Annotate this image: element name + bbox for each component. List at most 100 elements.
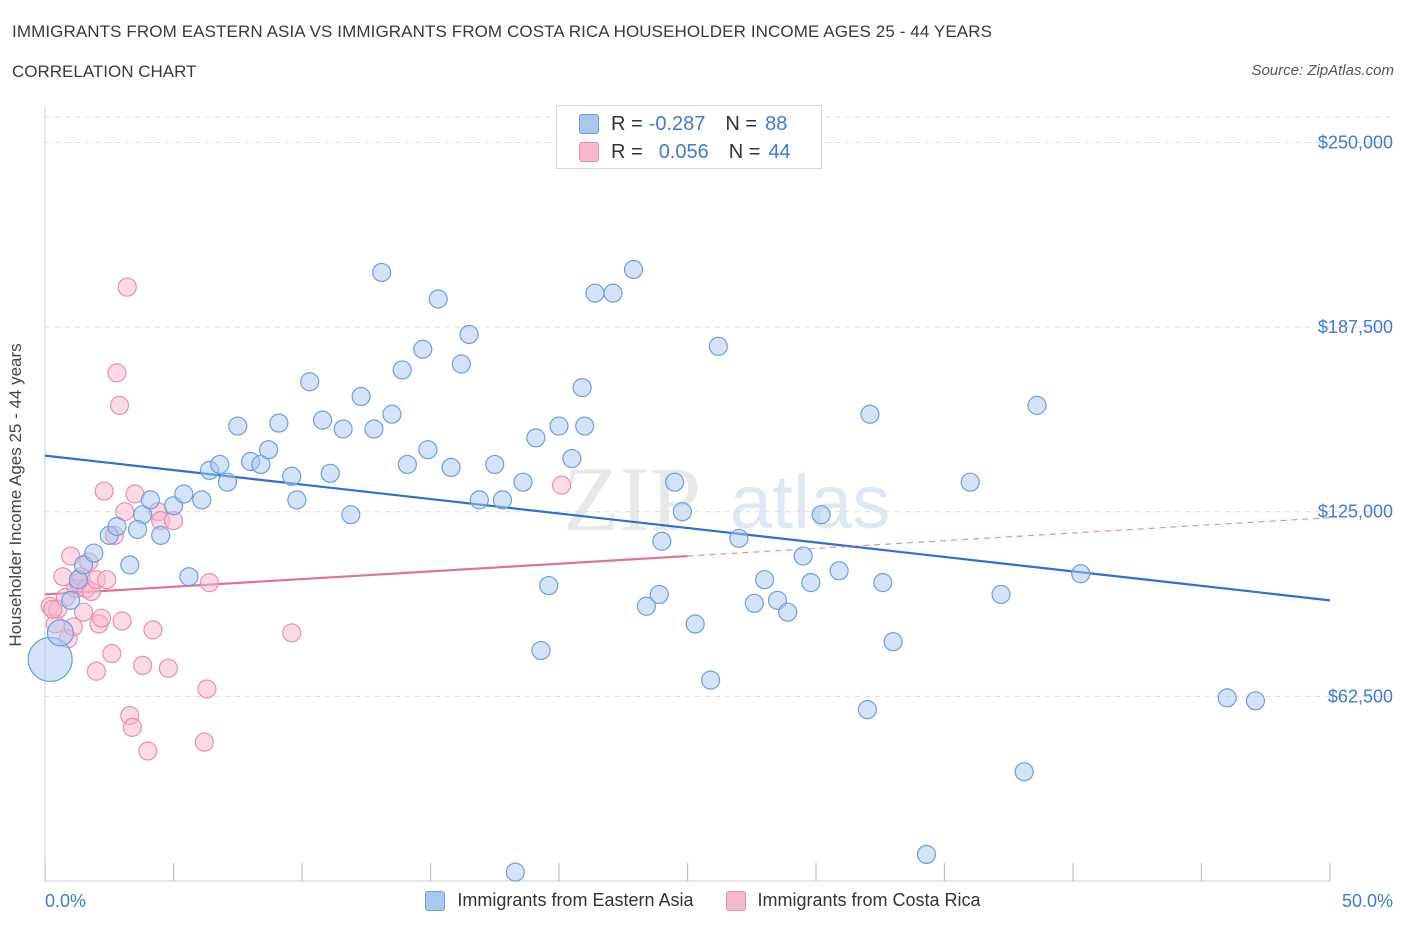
eastern-asia-point [1245,691,1266,711]
eastern-asia-point [46,619,75,647]
eastern-asia-point [341,505,361,525]
eastern-asia-point [217,472,238,492]
y-tick-label: $62,500 [1328,686,1393,706]
eastern-asia-point [811,505,831,525]
costa-rica-point [97,570,117,590]
eastern-asia-point [428,289,448,309]
costa-rica-point [43,599,63,619]
eastern-asia-point [665,472,685,492]
eastern-asia-point [251,454,271,475]
stats-row-eastern-asia: R = -0.287 N = 88 [579,112,787,136]
eastern-asia-point [382,404,402,424]
eastern-asia-point [228,416,248,436]
eastern-asia-point [192,490,212,510]
eastern-asia-point [873,573,893,593]
eastern-asia-point [708,336,728,356]
eastern-asia-point [107,516,127,537]
y-tick-label: $187,500 [1318,317,1393,337]
stats-row-costa-rica: R = 0.056 N = 44 [579,140,791,164]
costa-rica-point [138,741,158,761]
trend-lines [44,454,1331,602]
source-label: Source: ZipAtlas.com [1251,62,1394,79]
eastern-asia-point [744,593,764,613]
costa-rica-point [102,643,122,664]
eastern-asia-point [549,416,569,436]
x-tick-max: 50.0% [1341,891,1393,911]
eastern-asia-point [320,463,340,483]
eastern-asia-point [418,440,438,460]
eastern-asia-point [441,457,461,478]
eastern-asia-point [636,596,656,616]
costa-rica-point [94,481,114,501]
eastern-asia-point [392,360,412,380]
eastern-asia-point [333,419,353,439]
eastern-asia-point [562,448,582,469]
eastern-asia-point [84,543,104,563]
legend: Immigrants from Eastern Asia Immigrants … [0,890,1406,911]
eastern-asia-point [372,262,392,283]
costa-rica-point [133,655,153,675]
eastern-asia-point [61,590,81,610]
costa-rica-point [282,623,302,643]
eastern-asia-point [603,283,623,303]
eastern-asia-point [413,339,433,359]
eastern-asia-point [485,454,505,475]
costa-rica-point [117,277,137,297]
n-value: 88 [765,112,788,135]
chart-title: IMMIGRANTS FROM EASTERN ASIA VS IMMIGRAN… [12,22,993,41]
watermark: ZIP atlas [563,448,890,550]
eastern-asia-point [140,490,160,510]
legend-item-eastern-asia: Immigrants from Eastern Asia [425,890,694,911]
n-group: N = 88 [725,113,787,136]
watermark-zip: ZIP [563,448,701,550]
eastern-asia-point [469,490,489,510]
costa-rica-point [86,661,107,681]
y-tick-label: $125,000 [1318,502,1393,522]
eastern-asia-point [269,413,289,433]
eastern-asia-point [652,531,672,551]
chart-subtitle: CORRELATION CHART [12,62,197,81]
n-group: N = 44 [729,141,791,164]
eastern-asia-point [1071,564,1091,584]
costa-rica-point [551,475,572,495]
costa-rica-point [109,395,130,415]
eastern-asia-point [526,428,546,448]
legend-label: Immigrants from Costa Rica [757,890,981,910]
n-label: N = [725,112,758,135]
costa-rica-point [73,602,94,622]
costa-rica-point [107,363,127,383]
costa-rica-point [112,611,132,631]
y-tick-labels: $62,500 $125,000 $187,500 $250,000 [1318,132,1393,706]
eastern-asia-point [127,519,148,540]
eastern-asia-point [685,614,705,634]
eastern-asia-point [883,632,903,652]
pink-swatch [579,142,599,162]
costa-rica-point [122,717,142,737]
r-label: R = [611,140,643,163]
costa-rica-point [199,573,220,593]
costa-rica-point [158,658,178,678]
legend-pink-swatch [725,890,746,911]
eastern-asia-point [539,575,559,596]
watermark-atlas: atlas [730,460,891,545]
eastern-asia-point [282,466,302,486]
x-tick-min: 0.0% [45,891,87,911]
blue-swatch [579,114,599,134]
eastern-asia-point [459,324,479,345]
eastern-asia-point [513,472,533,492]
stats-box: R = -0.287 N = 88 R = 0.056 N = 44 [556,105,822,169]
eastern-asia-point [649,584,669,605]
eastern-asia-point [801,573,821,593]
costa-rica-points [40,277,572,761]
eastern-asia-point [531,640,551,661]
eastern-asia-point [312,410,333,430]
costa-rica-trend-line [44,554,688,596]
eastern-asia-point [860,404,880,424]
costa-rica-point [197,679,217,699]
costa-rica-point [91,608,112,628]
eastern-asia-point [857,700,878,720]
eastern-asia-point [179,567,199,587]
eastern-asia-point [451,354,471,374]
axes [44,107,1331,882]
